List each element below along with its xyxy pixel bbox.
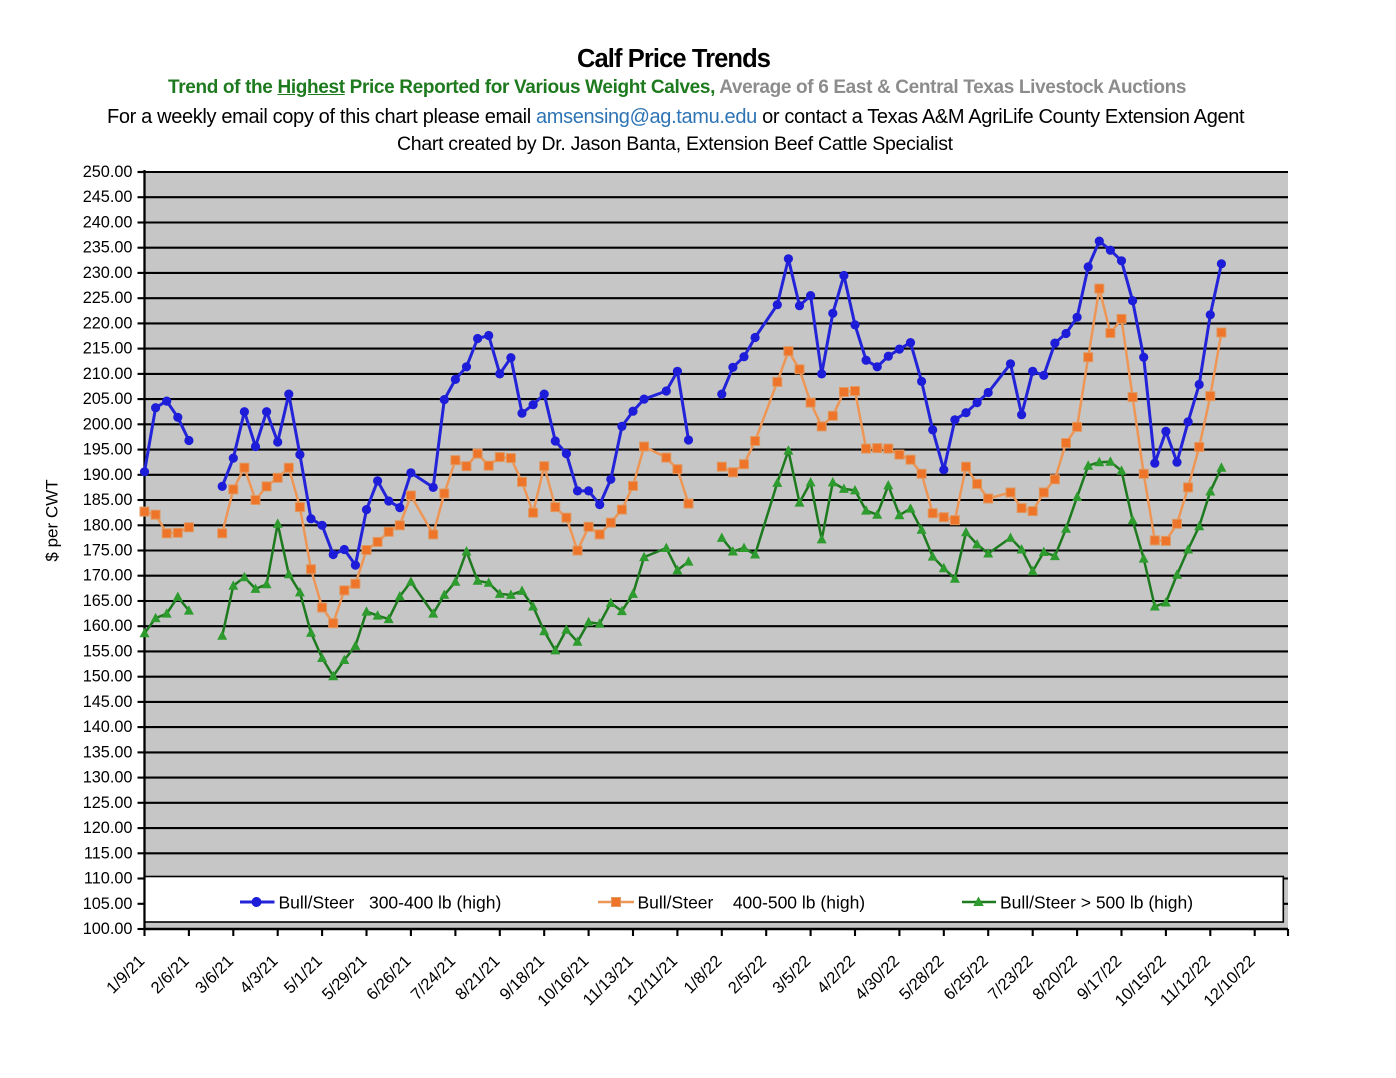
svg-text:1/9/21: 1/9/21 [103, 952, 148, 997]
svg-text:195.00: 195.00 [83, 441, 133, 459]
svg-text:Bull/Steer > 500 lb (high): Bull/Steer > 500 lb (high) [1000, 892, 1193, 912]
svg-text:165.00: 165.00 [83, 592, 133, 610]
svg-text:240.00: 240.00 [83, 214, 133, 232]
svg-text:2/6/21: 2/6/21 [148, 952, 193, 997]
svg-text:210.00: 210.00 [83, 365, 133, 383]
svg-text:245.00: 245.00 [83, 188, 133, 206]
svg-text:Bull/Steer 300-400 lb (high): Bull/Steer 300-400 lb (high) [279, 892, 502, 912]
svg-text:115.00: 115.00 [84, 844, 133, 862]
svg-text:155.00: 155.00 [83, 642, 133, 660]
svg-text:5/29/21: 5/29/21 [319, 952, 371, 1004]
svg-text:1/8/22: 1/8/22 [680, 952, 725, 997]
svg-text:6/26/21: 6/26/21 [363, 952, 415, 1004]
svg-text:4/3/21: 4/3/21 [236, 952, 281, 997]
svg-text:8/20/22: 8/20/22 [1029, 952, 1081, 1004]
svg-text:8/21/21: 8/21/21 [452, 952, 504, 1004]
svg-text:140.00: 140.00 [83, 718, 133, 736]
svg-text:185.00: 185.00 [83, 491, 133, 509]
svg-text:7/23/22: 7/23/22 [985, 952, 1037, 1004]
svg-text:160.00: 160.00 [83, 617, 133, 635]
svg-text:190.00: 190.00 [83, 466, 133, 484]
svg-text:235.00: 235.00 [83, 239, 133, 257]
svg-text:225.00: 225.00 [83, 289, 133, 307]
svg-text:130.00: 130.00 [83, 769, 133, 787]
svg-text:4/30/22: 4/30/22 [852, 952, 904, 1004]
svg-text:7/24/21: 7/24/21 [408, 952, 460, 1004]
svg-text:135.00: 135.00 [83, 743, 133, 761]
svg-text:105.00: 105.00 [83, 895, 133, 913]
svg-text:230.00: 230.00 [83, 264, 133, 282]
svg-text:3/5/22: 3/5/22 [769, 952, 814, 997]
svg-text:120.00: 120.00 [83, 819, 133, 837]
svg-text:175.00: 175.00 [83, 542, 133, 560]
svg-text:215.00: 215.00 [83, 340, 133, 358]
svg-text:Bull/Steer 400-500 lb (high: Bull/Steer 400-500 lb (high) [638, 892, 866, 912]
svg-text:170.00: 170.00 [83, 567, 133, 585]
svg-text:100.00: 100.00 [83, 920, 133, 938]
svg-text:145.00: 145.00 [83, 693, 133, 711]
svg-text:205.00: 205.00 [83, 390, 133, 408]
svg-text:5/28/22: 5/28/22 [896, 952, 948, 1004]
svg-text:110.00: 110.00 [84, 870, 133, 888]
svg-text:200.00: 200.00 [83, 415, 133, 433]
svg-text:2/5/22: 2/5/22 [725, 952, 770, 997]
svg-text:3/6/21: 3/6/21 [192, 952, 237, 997]
svg-text:125.00: 125.00 [83, 794, 133, 812]
svg-text:180.00: 180.00 [83, 516, 133, 534]
svg-text:$ per CWT: $ per CWT [43, 479, 62, 561]
svg-text:220.00: 220.00 [83, 314, 133, 332]
svg-text:6/25/22: 6/25/22 [940, 952, 992, 1004]
svg-text:250.00: 250.00 [83, 163, 133, 181]
svg-text:150.00: 150.00 [83, 668, 133, 686]
